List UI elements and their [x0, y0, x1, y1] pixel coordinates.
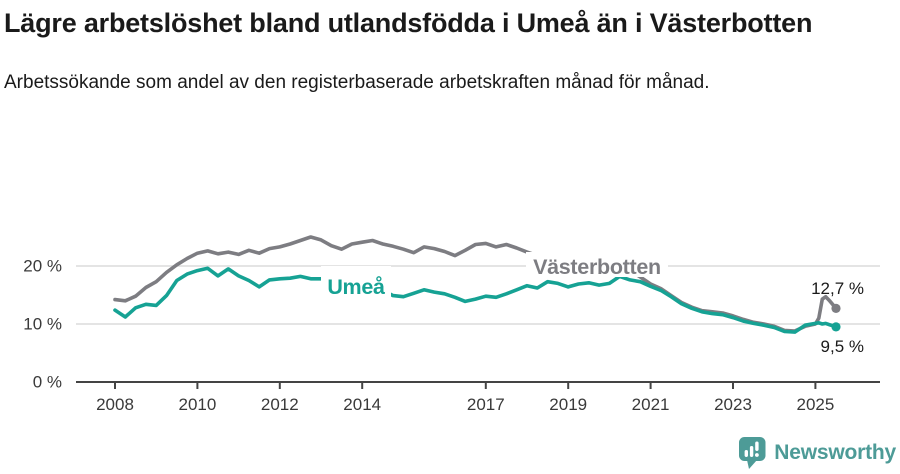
x-tick-label-2021: 2021 [632, 395, 670, 414]
newsworthy-logo: Newsworthy [738, 436, 896, 469]
series-label-umea: Umeå [327, 275, 386, 299]
y-tick-label-10: 10 % [23, 315, 62, 334]
label-mask-vasterbotten [526, 252, 668, 277]
x-tick-label-2014: 2014 [343, 395, 381, 414]
end-value-label-umea: 9,5 % [821, 337, 864, 356]
x-tick-label-2025: 2025 [796, 395, 834, 414]
series-line-umea [113, 266, 838, 334]
x-tick-label-2012: 2012 [261, 395, 299, 414]
brand-name: Newsworthy [774, 440, 896, 464]
x-tick-label-2008: 2008 [96, 395, 134, 414]
x-tick-label-2010: 2010 [178, 395, 216, 414]
x-tick-label-2017: 2017 [467, 395, 505, 414]
end-dot-vasterbotten [831, 303, 841, 313]
series-label-vasterbotten: Västerbotten [533, 255, 661, 279]
x-tick-label-2019: 2019 [549, 395, 587, 414]
page-title: Lägre arbetslöshet bland utlandsfödda i … [4, 8, 813, 38]
newsworthy-speech-bubble-barchart-icon [739, 437, 766, 469]
x-tick-label-2023: 2023 [714, 395, 752, 414]
end-dot-umea [831, 322, 841, 332]
label-mask-umea [321, 266, 391, 298]
y-tick-label-0: 0 % [33, 373, 62, 392]
chart-subtitle: Arbetssökande som andel av den registerb… [4, 71, 710, 93]
end-value-label-vasterbotten: 12,7 % [811, 279, 864, 298]
y-tick-label-20: 20 % [23, 257, 62, 276]
line-chart: Västerbotten Umeå 2008 2010 2012 2014 2017 2019… [23, 235, 880, 414]
